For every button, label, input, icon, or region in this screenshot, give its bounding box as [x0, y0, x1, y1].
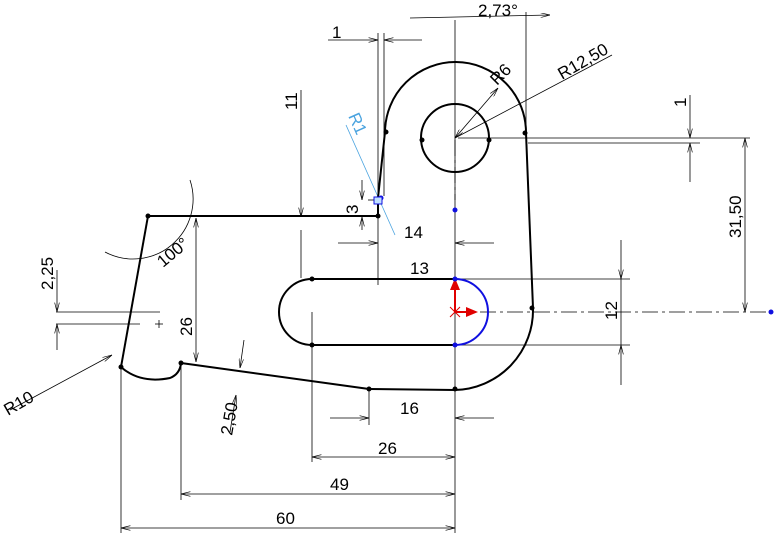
origin-icon [449, 278, 478, 318]
dim-14: 14 [404, 223, 423, 242]
dim-26-vert: 26 [177, 317, 196, 336]
dim-12: 12 [602, 301, 621, 320]
constraint-marker[interactable] [373, 196, 383, 205]
arc-center-mark [155, 320, 163, 328]
dim-16: 16 [400, 399, 419, 418]
sketch-points [118, 129, 535, 392]
selected-arc[interactable] [454, 278, 489, 346]
dim-2-50: 2,50 [217, 401, 241, 437]
dimension-labels[interactable]: 2,73° 1 R6 R12,50 1 31,50 11 R1 3 14 100… [1, 1, 746, 528]
dim-angle-100: 100° [153, 234, 192, 271]
dim-r6: R6 [486, 60, 515, 89]
dim-60: 60 [276, 509, 295, 528]
dim-49: 49 [330, 475, 349, 494]
dim-11: 11 [282, 92, 301, 110]
dim-13: 13 [410, 259, 429, 278]
part-profile[interactable] [120, 61, 535, 391]
dim-r12-50: R12,50 [555, 40, 612, 84]
blue-points [378, 195, 774, 348]
dim-26-horiz: 26 [378, 439, 397, 458]
dimension-lines [9, 12, 750, 533]
dim-31-50: 31,50 [726, 195, 745, 238]
dim-r1: R1 [344, 110, 370, 138]
dim-r10: R10 [1, 387, 38, 419]
dim-2-25: 2,25 [38, 257, 57, 290]
centerlines [454, 140, 770, 313]
dim-angle-top: 2,73° [478, 1, 518, 20]
dim-1-right: 1 [671, 98, 690, 107]
dim-3: 3 [343, 205, 362, 214]
dim-1-top: 1 [332, 23, 341, 42]
